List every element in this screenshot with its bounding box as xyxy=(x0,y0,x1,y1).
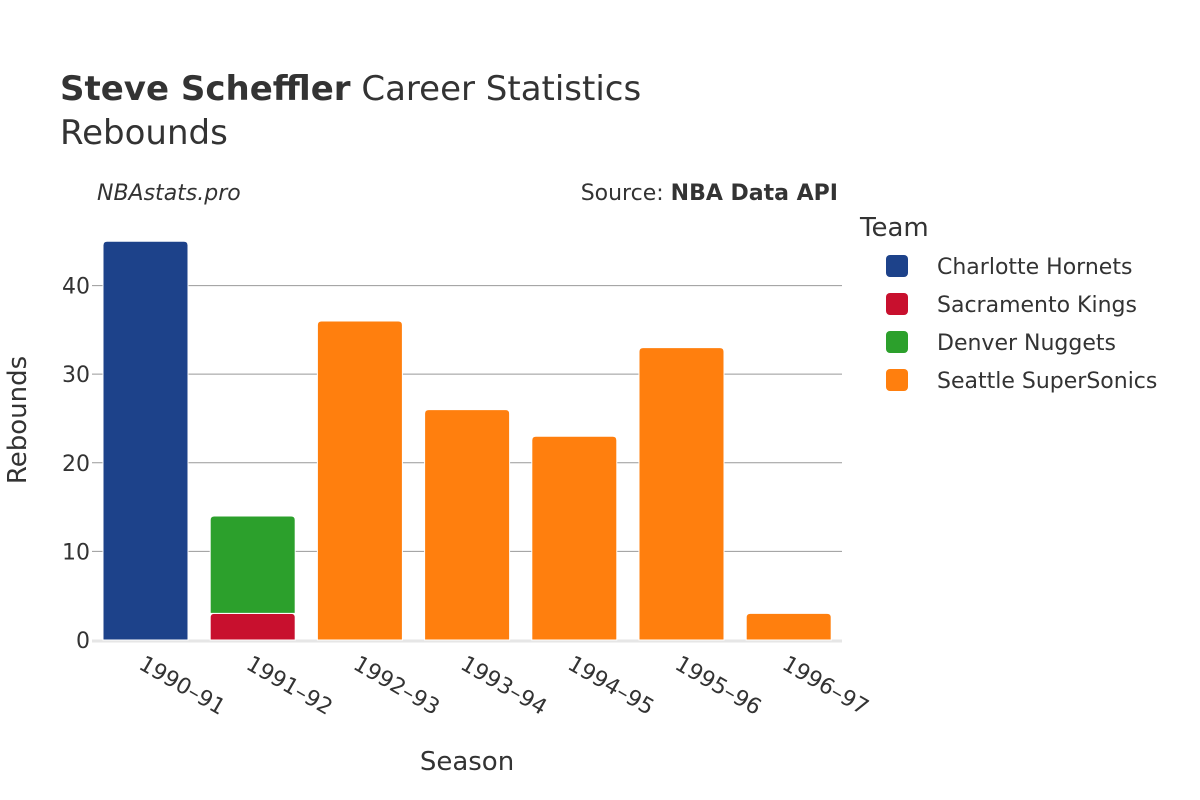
y-tick-label: 40 xyxy=(62,275,90,300)
y-axis-title: Rebounds xyxy=(3,356,33,484)
legend-label: Sacramento Kings xyxy=(937,293,1137,318)
legend: Charlotte Hornets Sacramento Kings Denver … xyxy=(886,255,1157,394)
x-axis-ticks: 1990–91 1991–92 1992–93 1993–94 1994–95 1995–… xyxy=(135,652,873,721)
legend-label: Denver Nuggets xyxy=(937,331,1116,356)
legend-title: Team xyxy=(859,213,929,243)
chart-subtitle: Rebounds xyxy=(60,113,228,153)
bar-segment xyxy=(209,612,296,641)
legend-swatch xyxy=(886,293,908,315)
legend-swatch xyxy=(886,331,908,353)
x-tick-label: 1991–92 xyxy=(242,652,337,721)
source-credit: Source: NBA Data API xyxy=(581,181,838,206)
legend-label: Seattle SuperSonics xyxy=(937,369,1157,394)
x-axis-title: Season xyxy=(420,747,514,777)
legend-swatch xyxy=(886,255,908,277)
bar-segment xyxy=(638,347,725,641)
x-tick-label: 1996–97 xyxy=(778,652,873,721)
x-tick-label: 1990–91 xyxy=(135,652,230,721)
chart-title: Steve Scheffler Career Statistics xyxy=(60,69,641,109)
y-axis-ticks: 0 10 20 30 40 xyxy=(62,275,90,654)
watermark: NBAstats.pro xyxy=(97,181,241,206)
bar-segment xyxy=(209,515,296,614)
y-tick-label: 20 xyxy=(62,452,90,477)
x-tick-label: 1994–95 xyxy=(563,652,658,721)
legend-label: Charlotte Hornets xyxy=(937,255,1132,280)
y-tick-label: 10 xyxy=(62,540,90,565)
x-tick-label: 1995–96 xyxy=(671,652,766,721)
bar-segment xyxy=(531,435,618,641)
bar-segment xyxy=(424,409,511,641)
bar-segment xyxy=(316,320,403,641)
legend-swatch xyxy=(886,369,908,391)
bars xyxy=(102,240,832,641)
bar-segment xyxy=(102,240,189,641)
y-tick-label: 30 xyxy=(62,363,90,388)
y-tick-label: 0 xyxy=(76,629,90,654)
x-tick-label: 1993–94 xyxy=(456,652,551,721)
x-tick-label: 1992–93 xyxy=(349,652,444,721)
bar-segment xyxy=(745,612,832,641)
